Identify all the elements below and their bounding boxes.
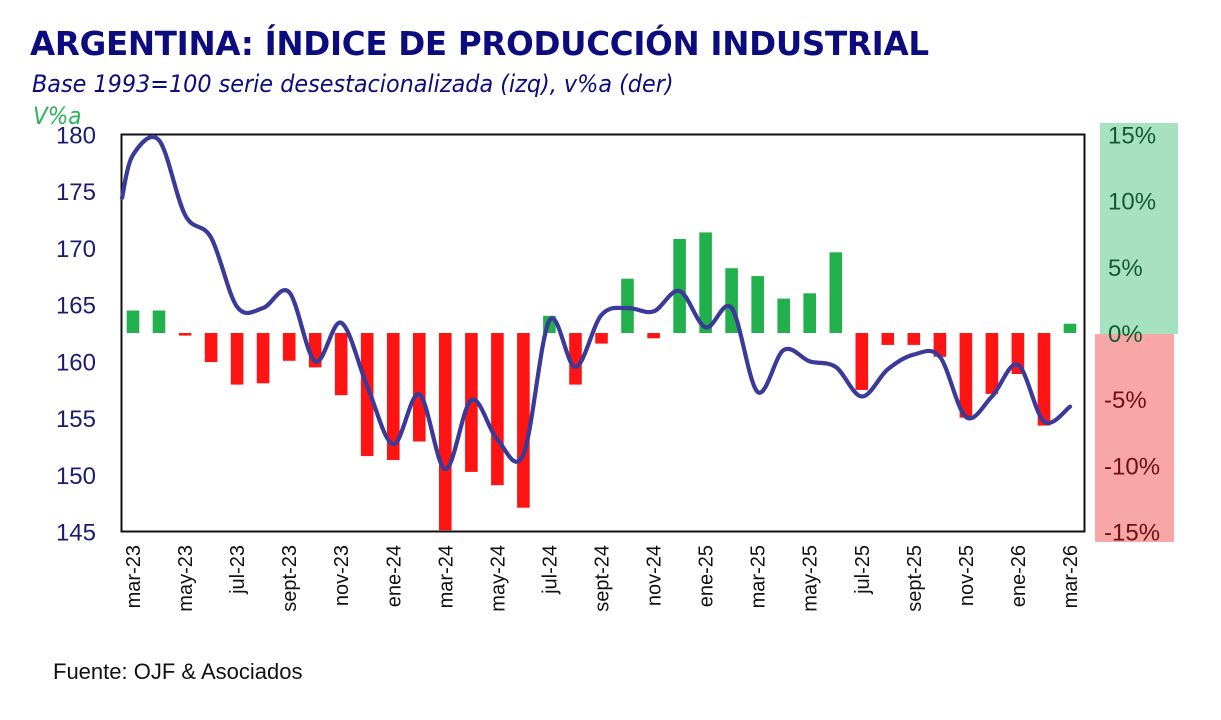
- x-tick-label: sept-23: [279, 545, 301, 612]
- bar-nov-24: [647, 333, 660, 339]
- left-tick-label: 150: [56, 463, 96, 490]
- x-tick-label: nov-24: [644, 545, 666, 606]
- bar-may-25: [803, 293, 816, 333]
- chart-subtitle: Base 1993=100 serie desestacionalizada (…: [32, 70, 674, 98]
- right-tick-label: 0%: [1108, 321, 1143, 348]
- bar-may-24: [491, 333, 504, 486]
- bar-ene-25: [699, 232, 712, 333]
- bar-sept-23: [282, 333, 296, 361]
- bar-series-group: [126, 232, 1077, 531]
- bar-sept-25: [907, 333, 921, 345]
- bar-oct-24: [621, 278, 634, 333]
- x-tick-label: mar-23: [123, 545, 145, 608]
- x-tick-label: ene-24: [383, 545, 405, 607]
- left-tick-label: 175: [56, 179, 96, 206]
- x-tick-label: may-23: [175, 545, 197, 612]
- bar-feb-26: [1037, 333, 1051, 426]
- bar-mar-26: [1063, 323, 1077, 333]
- x-tick-label: ene-26: [1008, 545, 1030, 607]
- x-tick-label: jul-23: [227, 545, 249, 595]
- left-axis-ticks: 180 175 170 165 160 155 150 145: [56, 123, 96, 547]
- bar-nov-25: [959, 333, 973, 418]
- x-tick-label: jul-25: [852, 545, 874, 595]
- bar-oct-25: [933, 333, 947, 357]
- bar-jun-23: [204, 333, 218, 363]
- left-tick-label: 155: [56, 406, 96, 433]
- left-tick-label: 165: [56, 293, 96, 320]
- bar-ago-25: [881, 333, 895, 345]
- x-tick-label: ene-25: [696, 545, 718, 607]
- bar-mar-25: [751, 276, 764, 333]
- right-tick-label: 15%: [1108, 123, 1156, 150]
- source-note: Fuente: OJF & Asociados: [53, 659, 303, 684]
- bar-jun-25: [829, 252, 843, 333]
- right-tick-label: -10%: [1104, 453, 1160, 480]
- bar-sept-24: [595, 333, 608, 344]
- bar-dic-23: [360, 333, 374, 457]
- bar-dic-24: [673, 239, 686, 333]
- bar-dic-25: [985, 333, 999, 394]
- bar-mar-23: [126, 310, 140, 333]
- x-tick-label: may-25: [800, 545, 822, 612]
- left-tick-label: 145: [56, 520, 96, 547]
- right-tick-label: 5%: [1108, 255, 1143, 282]
- bar-nov-23: [334, 333, 348, 396]
- bar-abr-23: [152, 310, 166, 333]
- bar-mar-24: [439, 333, 452, 531]
- x-tick-label: may-24: [487, 545, 509, 612]
- x-tick-label: sept-24: [592, 545, 614, 612]
- left-tick-label: 160: [56, 349, 96, 376]
- x-tick-label: mar-24: [435, 545, 457, 608]
- x-tick-label: sept-25: [904, 545, 926, 612]
- index-line: [119, 134, 1073, 472]
- x-tick-label: mar-26: [1060, 545, 1082, 608]
- right-tick-label: -15%: [1104, 520, 1160, 547]
- bar-feb-24: [413, 333, 426, 442]
- right-axis-ticks: 15% 10% 5% 0% -5% -10% -15%: [1104, 123, 1160, 547]
- negative-band: [1095, 334, 1174, 542]
- x-tick-label: mar-25: [748, 545, 770, 608]
- bar-jul-23: [230, 333, 244, 385]
- x-tick-label: nov-23: [331, 545, 353, 606]
- positive-band: [1100, 123, 1178, 334]
- x-tick-label: nov-25: [956, 545, 978, 606]
- bar-ago-23: [256, 333, 270, 384]
- x-axis-ticks: mar-23 may-23 jul-23 sept-23 nov-23 ene-24 mar…: [123, 545, 1082, 612]
- bar-ene-24: [387, 333, 400, 460]
- right-tick-label: 10%: [1108, 189, 1156, 216]
- bar-may-23: [178, 333, 192, 336]
- left-tick-label: 170: [56, 236, 96, 263]
- right-tick-label: -5%: [1104, 387, 1147, 414]
- left-tick-label: 180: [56, 123, 96, 150]
- bar-jul-25: [855, 333, 869, 390]
- x-tick-label: jul-24: [539, 545, 561, 595]
- left-axis-unit-label: V%a: [33, 102, 82, 130]
- chart-title: ARGENTINA: ÍNDICE DE PRODUCCIÓN INDUSTRI…: [30, 24, 929, 63]
- bar-abr-25: [777, 298, 790, 333]
- bar-ago-24: [569, 333, 582, 385]
- bar-jun-24: [517, 333, 530, 508]
